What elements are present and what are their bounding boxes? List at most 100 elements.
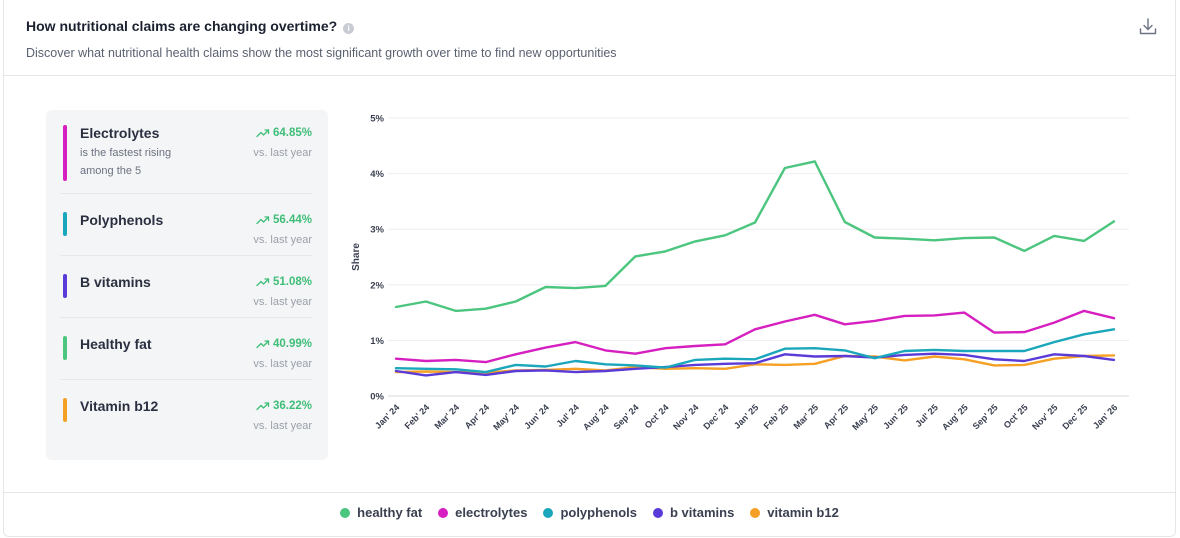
legend-divider	[4, 492, 1175, 493]
trend-up-icon	[256, 340, 270, 349]
kpi-color-bar	[63, 398, 67, 422]
x-tick-label: Oct' 25	[1002, 402, 1030, 430]
legend-dot	[340, 508, 351, 518]
series-line-b-vitamins	[394, 352, 1116, 377]
legend-item[interactable]: polyphenols	[543, 505, 637, 520]
kpi-vs-label: vs. last year	[253, 420, 312, 432]
kpi-change: 51.08%	[256, 276, 312, 288]
kpi-name: B vitamins	[80, 274, 151, 290]
kpi-change-value: 64.85%	[272, 127, 312, 139]
x-tick-label: Dec' 25	[1060, 402, 1089, 431]
legend-dot	[653, 508, 663, 518]
x-tick-label: Mar' 25	[791, 402, 820, 431]
chart-legend: healthy fat electrolytes polyphenols b vita…	[4, 505, 1175, 520]
kpi-vs-label: vs. last year	[253, 358, 312, 370]
kpi-change: 36.22%	[256, 400, 312, 412]
kpi-item[interactable]: Electrolytes is the fastest rising among …	[46, 110, 328, 194]
kpi-description: is the fastest rising among the 5	[80, 147, 172, 177]
y-axis-label: Share	[351, 243, 362, 271]
legend-label: b vitamins	[670, 505, 735, 520]
x-tick-label: May' 25	[850, 402, 880, 432]
kpi-item[interactable]: B vitamins 51.08% vs. last year	[46, 256, 328, 318]
kpi-name: Polyphenols	[80, 212, 164, 228]
x-tick-label: Jan' 25	[732, 402, 760, 430]
kpi-separator	[60, 379, 312, 380]
x-tick-label: Jan' 26	[1091, 402, 1119, 430]
download-icon[interactable]	[1137, 16, 1159, 38]
x-tick-label: Jul' 24	[554, 402, 581, 429]
trend-up-icon	[256, 129, 270, 138]
y-tick-label: 0%	[370, 392, 384, 403]
trend-up-icon	[256, 402, 270, 411]
x-tick-label: Jun' 24	[522, 402, 551, 431]
legend-dot	[750, 508, 761, 518]
x-tick-label: Apr' 24	[463, 402, 491, 430]
kpi-separator	[60, 193, 312, 194]
legend-label: healthy fat	[357, 505, 423, 520]
kpi-separator	[60, 255, 312, 256]
legend-item[interactable]: b vitamins	[653, 505, 734, 520]
y-tick-label: 5%	[370, 114, 384, 125]
legend-label: vitamin b12	[767, 505, 839, 520]
y-tick-label: 3%	[370, 225, 384, 236]
x-tick-label: Sep' 24	[612, 402, 641, 431]
chart-card: How nutritional claims are changing over…	[3, 0, 1176, 537]
kpi-color-bar	[63, 125, 67, 181]
kpi-color-bar	[63, 336, 67, 360]
kpi-vs-label: vs. last year	[253, 234, 312, 246]
kpi-change: 64.85%	[256, 127, 312, 139]
legend-item[interactable]: electrolytes	[438, 505, 527, 520]
kpi-color-bar	[63, 212, 67, 236]
x-tick-label: Nov' 24	[671, 402, 700, 431]
card-header: How nutritional claims are changing over…	[4, 0, 1175, 76]
x-tick-label: Apr' 25	[822, 402, 850, 430]
kpi-color-bar	[63, 274, 67, 298]
kpi-vs-label: vs. last year	[253, 296, 312, 308]
x-tick-label: Dec' 24	[701, 402, 730, 431]
kpi-item[interactable]: Healthy fat 40.99% vs. last year	[46, 318, 328, 380]
legend-dot	[543, 508, 554, 518]
series-line-polyphenols	[394, 328, 1116, 374]
x-tick-label: Nov' 25	[1030, 402, 1059, 431]
x-tick-label: Feb' 24	[403, 402, 432, 431]
kpi-name: Vitamin b12	[80, 398, 159, 414]
kpi-change-value: 51.08%	[272, 276, 312, 288]
x-tick-label: Sep' 25	[971, 402, 1000, 431]
series-line-healthy-fat	[394, 160, 1116, 313]
x-tick-label: Aug' 24	[581, 402, 611, 432]
kpi-panel: Electrolytes is the fastest rising among …	[46, 110, 328, 460]
x-tick-label: Jan' 24	[373, 402, 401, 430]
kpi-item[interactable]: Polyphenols 56.44% vs. last year	[46, 194, 328, 256]
x-tick-label: Jun' 25	[881, 402, 910, 431]
kpi-change-value: 56.44%	[272, 214, 312, 226]
series-line-electrolytes	[394, 309, 1116, 364]
trend-up-icon	[256, 216, 270, 225]
kpi-vs-label: vs. last year	[253, 147, 312, 159]
legend-item[interactable]: vitamin b12	[750, 505, 839, 520]
kpi-change: 56.44%	[256, 214, 312, 226]
legend-label: electrolytes	[455, 505, 528, 520]
y-tick-label: 4%	[370, 169, 384, 180]
kpi-change-value: 40.99%	[272, 338, 312, 350]
card-title: How nutritional claims are changing over…	[26, 18, 355, 34]
card-title-text: How nutritional claims are changing over…	[26, 18, 338, 34]
x-tick-label: Feb' 25	[762, 402, 791, 431]
legend-label: polyphenols	[560, 505, 637, 520]
x-tick-label: Mar' 24	[432, 402, 461, 431]
x-tick-label: Oct' 24	[643, 402, 671, 430]
kpi-separator	[60, 317, 312, 318]
x-tick-label: Aug' 25	[940, 402, 970, 432]
legend-item[interactable]: healthy fat	[340, 505, 422, 520]
kpi-name: Electrolytes	[80, 125, 160, 141]
y-tick-label: 2%	[370, 280, 384, 291]
x-tick-label: May' 24	[491, 402, 521, 432]
trend-up-icon	[256, 278, 270, 287]
legend-dot	[438, 508, 449, 518]
kpi-name: Healthy fat	[80, 336, 152, 352]
kpi-change-value: 36.22%	[272, 400, 312, 412]
kpi-item[interactable]: Vitamin b12 36.22% vs. last year	[46, 380, 328, 442]
info-icon[interactable]: i	[343, 23, 355, 34]
x-tick-label: Jul' 25	[913, 402, 940, 429]
card-subtitle: Discover what nutritional health claims …	[26, 46, 617, 60]
